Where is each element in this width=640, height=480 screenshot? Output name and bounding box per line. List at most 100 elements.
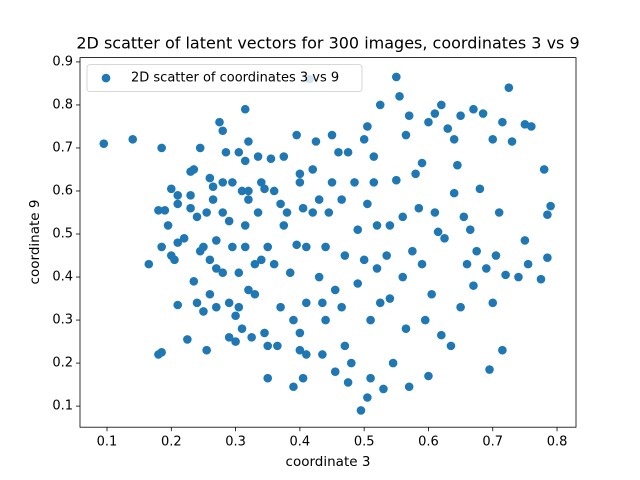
scatter-point [449, 188, 459, 198]
scatter-point [324, 208, 334, 217]
scatter-point [543, 210, 552, 219]
scatter-point [449, 135, 459, 144]
scatter-point [488, 298, 498, 308]
y-tick-label: 0.3 [52, 313, 73, 328]
x-tick-label: 0.3 [225, 435, 246, 450]
scatter-point [211, 302, 221, 312]
scatter-point [379, 384, 388, 394]
scatter-point [285, 268, 295, 278]
scatter-point [186, 203, 195, 213]
scatter-point [192, 298, 202, 308]
scatter-point [237, 186, 247, 196]
scatter-point [482, 264, 491, 273]
scatter-point [440, 234, 449, 243]
scatter-point [289, 315, 298, 325]
scatter-point [498, 117, 507, 127]
scatter-point [128, 135, 138, 144]
scatter-point [501, 270, 510, 280]
scatter-point [234, 147, 244, 157]
scatter-point [392, 72, 401, 82]
scatter-point [202, 345, 211, 355]
scatter-point [260, 328, 269, 338]
scatter-point [266, 154, 276, 164]
scatter-point [408, 246, 417, 256]
scatter-point [205, 255, 215, 265]
legend-box [86, 64, 363, 92]
x-tick-label: 0.2 [161, 435, 182, 450]
scatter-point [385, 221, 395, 230]
scatter-point [173, 190, 183, 200]
scatter-point [337, 195, 346, 204]
scatter-point [154, 206, 163, 215]
scatter-point [253, 152, 263, 161]
scatter-point [398, 212, 408, 222]
scatter-point [343, 147, 353, 157]
scatter-point [456, 111, 465, 120]
scatter-point [298, 373, 308, 383]
scatter-point [195, 143, 205, 153]
scatter-point [170, 255, 179, 265]
scatter-point [160, 206, 170, 215]
scatter-point [491, 251, 501, 260]
scatter-point [363, 393, 372, 402]
scatter-point [240, 242, 250, 252]
scatter-point [308, 165, 318, 174]
plot-frame [79, 57, 577, 428]
scatter-point [478, 109, 488, 118]
scatter-point [504, 83, 514, 93]
scatter-point [430, 208, 440, 217]
scatter-point [475, 184, 485, 194]
scatter-point [453, 160, 462, 170]
scatter-point [215, 117, 224, 127]
scatter-point [424, 371, 433, 381]
scatter-point [395, 92, 404, 101]
scatter-point [366, 315, 375, 325]
scatter-point [318, 350, 327, 359]
scatter-point [404, 382, 414, 392]
scatter-point [302, 350, 311, 359]
y-tick-label: 0.5 [52, 227, 73, 242]
scatter-point [199, 242, 208, 252]
scatter-point [231, 337, 240, 346]
scatter-point [375, 100, 385, 110]
scatter-point [166, 184, 176, 194]
y-tick-label: 0.9 [52, 54, 73, 69]
scatter-point [507, 137, 517, 146]
x-tick-label: 0.6 [418, 435, 439, 450]
scatter-point [234, 302, 244, 312]
scatter-point [433, 227, 443, 237]
scatter-point [218, 178, 228, 187]
scatter-point [353, 279, 363, 288]
scatter-point [144, 259, 154, 269]
scatter-point [263, 341, 273, 351]
scatter-point [472, 246, 481, 256]
scatter-point [334, 147, 343, 157]
scatter-point [353, 225, 363, 235]
scatter-point [327, 178, 337, 187]
scatter-point [340, 341, 350, 351]
scatter-point [295, 169, 305, 179]
scatter-point [469, 104, 478, 114]
scatter-point [302, 298, 311, 308]
x-tick-label: 0.5 [354, 435, 375, 450]
scatter-point [536, 274, 546, 284]
scatter-point [427, 289, 436, 299]
scatter-point [173, 199, 183, 209]
scatter-point [179, 234, 189, 243]
scatter-point [369, 178, 379, 187]
scatter-point [273, 341, 282, 351]
scatter-point [437, 100, 446, 110]
scatter-point [208, 195, 218, 204]
scatter-point [356, 406, 366, 415]
scatter-point [276, 199, 285, 209]
scatter-point [414, 203, 424, 213]
scatter-point [359, 135, 369, 144]
scatter-point [192, 212, 202, 222]
scatter-point [244, 285, 253, 295]
scatter-point [260, 184, 269, 194]
scatter-point [269, 259, 279, 269]
scatter-point [224, 216, 234, 226]
scatter-point [269, 186, 279, 196]
scatter-point [157, 348, 166, 357]
